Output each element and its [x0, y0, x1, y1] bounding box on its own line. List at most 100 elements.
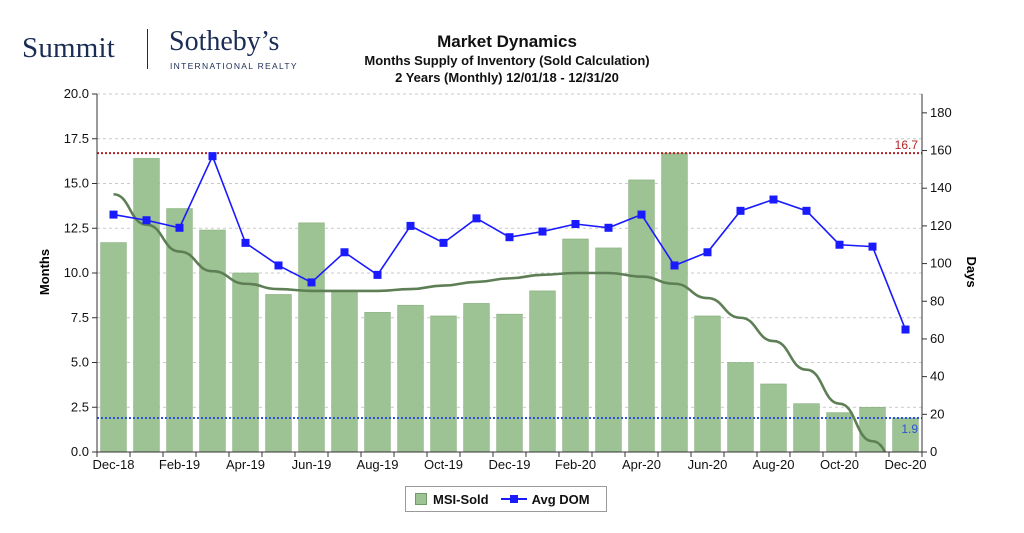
y-tick-label-left: 7.5 — [71, 310, 89, 325]
logo-international-realty: INTERNATIONAL REALTY — [170, 61, 298, 71]
chart-date-range: 2 Years (Monthly) 12/01/18 - 12/31/20 — [395, 70, 619, 85]
y-tick-label-left: 15.0 — [64, 176, 89, 191]
avg-dom-point — [439, 238, 448, 247]
bar — [463, 303, 490, 453]
bar — [133, 158, 160, 453]
x-tick-label: Jun-19 — [292, 457, 332, 472]
bar — [628, 179, 655, 453]
avg-dom-line — [113, 154, 907, 330]
avg-dom-point — [274, 261, 283, 270]
bar — [694, 315, 721, 453]
avg-dom-point — [109, 210, 118, 219]
y-tick-label-right: 60 — [930, 331, 944, 346]
avg-dom-point — [505, 233, 514, 242]
bar — [529, 290, 556, 453]
chart-legend: MSI-Sold Avg DOM — [405, 486, 607, 512]
y-tick-label-left: 5.0 — [71, 355, 89, 370]
y-tick-label-left: 12.5 — [64, 220, 89, 235]
y-tick-label-left: 17.5 — [64, 131, 89, 146]
y-tick-label-right: 140 — [930, 180, 952, 195]
bar — [892, 417, 919, 453]
x-tick-label: Oct-20 — [820, 457, 859, 472]
bar — [100, 242, 127, 453]
bar — [661, 152, 688, 453]
legend-dom-marker — [500, 493, 527, 505]
y-tick-label-right: 160 — [930, 143, 952, 158]
avg-dom-point — [340, 248, 349, 257]
avg-dom-point — [571, 220, 580, 229]
bar — [595, 247, 622, 453]
avg-dom-point — [406, 221, 415, 230]
avg-dom-point — [736, 206, 745, 215]
x-tick-label: Dec-18 — [93, 457, 135, 472]
bar — [331, 290, 358, 453]
y-tick-label-left: 0.0 — [71, 444, 89, 459]
avg-dom-point — [373, 270, 382, 279]
bar — [199, 229, 226, 453]
x-tick-label: Jun-20 — [688, 457, 728, 472]
trend-line — [113, 192, 887, 452]
y-tick-label-right: 180 — [930, 105, 952, 120]
bar — [430, 315, 457, 453]
avg-dom-point — [670, 261, 679, 270]
bar — [859, 406, 886, 453]
x-tick-label: Oct-19 — [424, 457, 463, 472]
y-tick-label-left: 20.0 — [64, 86, 89, 101]
y-axis-label-right: Days — [964, 256, 979, 287]
y-tick-label-right: 20 — [930, 406, 944, 421]
y-tick-label-right: 100 — [930, 256, 952, 271]
legend-dom-label: Avg DOM — [531, 491, 590, 507]
x-tick-label: Aug-20 — [753, 457, 795, 472]
avg-dom-point — [472, 214, 481, 223]
x-tick-label: Apr-20 — [622, 457, 661, 472]
logo-summit: Summit — [22, 32, 116, 64]
x-tick-label: Aug-19 — [357, 457, 399, 472]
bar — [793, 403, 820, 453]
bar — [397, 304, 424, 453]
y-tick-label-right: 120 — [930, 218, 952, 233]
trend-curve — [113, 192, 887, 452]
avg-dom-point — [538, 227, 547, 236]
bar — [364, 312, 391, 453]
avg-dom-point — [868, 242, 877, 251]
bar — [496, 313, 523, 453]
avg-dom-point — [175, 223, 184, 232]
y-tick-label-right: 80 — [930, 293, 944, 308]
x-tick-label: Dec-20 — [885, 457, 927, 472]
reference-line-label: 1.9 — [901, 422, 918, 436]
y-tick-label-right: 40 — [930, 369, 944, 384]
bar — [562, 238, 589, 453]
legend-msi-label: MSI-Sold — [433, 491, 489, 507]
brand-logo: Summit Sotheby’s INTERNATIONAL REALTY — [18, 26, 308, 74]
x-tick-label: Dec-19 — [489, 457, 531, 472]
reference-lines: 16.7 1.9 — [97, 138, 922, 436]
bar-series — [100, 152, 919, 453]
avg-dom-point — [901, 325, 910, 334]
avg-dom-point — [142, 216, 151, 225]
legend-msi-swatch — [415, 493, 427, 505]
avg-dom-point — [604, 223, 613, 232]
chart-titles: Market Dynamics Months Supply of Invento… — [312, 32, 702, 86]
reference-line-label: 16.7 — [895, 138, 919, 152]
tick-labels: 0.0 2.5 5.0 7.5 10.0 12.5 15.0 17.5 20.0 0 20 40 60 8… — [64, 86, 952, 472]
bar — [166, 208, 193, 453]
y-tick-label-left: 10.0 — [64, 265, 89, 280]
y-tick-label-right: 0 — [930, 444, 937, 459]
axes — [92, 93, 927, 457]
avg-dom-point — [835, 240, 844, 249]
avg-dom-point — [769, 195, 778, 204]
y-tick-label-left: 2.5 — [71, 399, 89, 414]
bar — [232, 272, 259, 453]
avg-dom-point — [703, 248, 712, 257]
avg-dom-point — [208, 152, 217, 161]
bar — [265, 294, 292, 453]
avg-dom-point — [307, 278, 316, 287]
x-tick-label: Feb-19 — [159, 457, 200, 472]
avg-dom-point — [637, 210, 646, 219]
avg-dom-point — [241, 238, 250, 247]
x-tick-label: Apr-19 — [226, 457, 265, 472]
chart-subtitle: Months Supply of Inventory (Sold Calcula… — [364, 53, 650, 68]
logo-sothebys: Sotheby’s — [169, 26, 280, 57]
line-series — [109, 152, 910, 334]
